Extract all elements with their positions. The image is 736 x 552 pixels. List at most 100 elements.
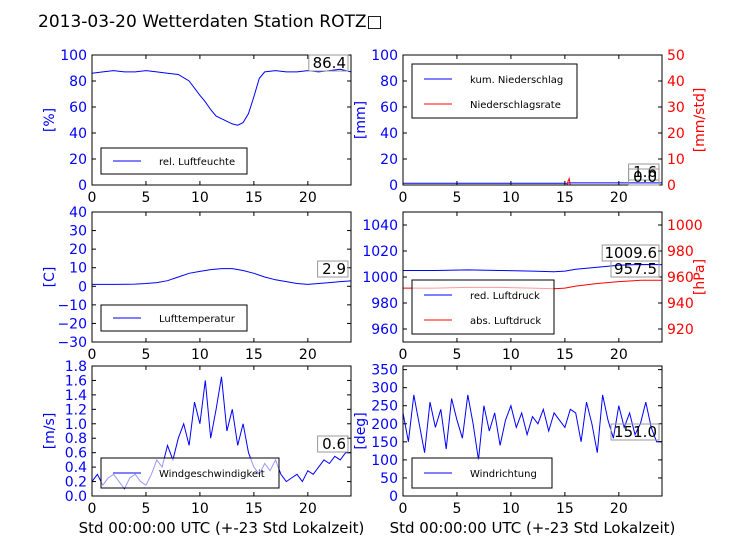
x-tick-label-3-1: 5: [452, 347, 461, 363]
plot-frame-5: [402, 365, 663, 497]
plot-frame-2: [91, 211, 352, 343]
series-line-5-0: [402, 394, 663, 460]
y-tick-label-2-2: −10: [57, 298, 87, 314]
x-tick-label-4-2: 10: [191, 501, 209, 517]
y-tick-label-5-3: 150: [371, 435, 398, 451]
y-tick-label-2-4: 10: [69, 261, 87, 277]
plot-frame-0: [91, 54, 352, 186]
legend-label-2-0: Lufttemperatur: [159, 314, 236, 325]
value-annotation-5-0: 151.0: [614, 423, 657, 441]
y-tick-label-0-2: 40: [69, 126, 87, 142]
y2-tick-label-1-5: 50: [667, 48, 685, 64]
y-tick-label-1-3: 60: [380, 100, 398, 116]
y-tick-label-4-2: 0.4: [65, 460, 87, 476]
y2-axis-label-3: [hPa]: [692, 259, 708, 295]
legend-box-1: [411, 63, 578, 119]
y-tick-label-5-7: 350: [371, 363, 398, 379]
x-tick-label-2-3: 15: [245, 347, 263, 363]
legend-label-1-1: Niederschlagsrate: [470, 100, 561, 111]
y2-tick-label-1-1: 10: [667, 152, 685, 168]
y-axis-label-0: [%]: [42, 108, 58, 132]
x-tick-label-0-4: 20: [299, 190, 317, 206]
y-tick-label-4-4: 0.8: [65, 431, 87, 447]
value-annotation-3-1: 957.5: [614, 260, 657, 278]
y-tick-label-0-3: 60: [69, 100, 87, 116]
y-tick-label-3-1: 980: [371, 296, 398, 312]
y-tick-label-5-2: 100: [371, 453, 398, 469]
y-tick-label-2-3: 0: [78, 279, 87, 295]
value-annotation-1-0: 1.6: [633, 163, 657, 181]
value-annotation-box-0-0: [308, 54, 349, 72]
y2-tick-label-3-3: 980: [667, 244, 694, 260]
x-tick-label-0-2: 10: [191, 190, 209, 206]
x-tick-label-4-4: 20: [299, 501, 317, 517]
x-axis-label-5: Std 00:00:00 UTC (+-23 Std Lokalzeit): [390, 519, 676, 537]
y-axis-label-4: [m/s]: [42, 413, 58, 450]
legend-box-3: [411, 279, 555, 335]
legend-label-1-0: kum. Niederschlag: [470, 75, 563, 86]
y2-tick-label-1-0: 0: [667, 178, 676, 194]
y-tick-label-4-9: 1.8: [65, 359, 87, 375]
y2-tick-label-1-4: 40: [667, 74, 685, 90]
y2-axis-label-1: [mm/std]: [692, 88, 708, 153]
x-axis-label-4: Std 00:00:00 UTC (+-23 Std Lokalzeit): [79, 519, 365, 537]
y-tick-label-2-0: −30: [57, 335, 87, 351]
series-line-2-0: [92, 268, 352, 285]
y-tick-label-5-1: 50: [380, 471, 398, 487]
value-annotation-1-1: 0.0: [633, 168, 657, 186]
value-annotation-box-1-1: [628, 168, 660, 186]
y-tick-label-1-0: 0: [389, 178, 398, 194]
y-tick-label-5-4: 200: [371, 417, 398, 433]
y2-tick-label-1-3: 30: [667, 100, 685, 116]
x-tick-label-0-1: 5: [141, 190, 150, 206]
plot-frame-1: [402, 54, 663, 186]
value-annotation-2-0: 2.9: [322, 260, 346, 278]
x-tick-label-4-1: 5: [141, 501, 150, 517]
y-tick-label-4-8: 1.6: [65, 373, 87, 389]
x-tick-label-0-3: 15: [245, 190, 263, 206]
x-tick-label-1-4: 20: [610, 190, 628, 206]
y-tick-label-4-7: 1.4: [65, 388, 87, 404]
y-tick-label-3-0: 960: [371, 322, 398, 338]
x-tick-label-2-1: 5: [141, 347, 150, 363]
y-tick-label-5-5: 250: [371, 399, 398, 415]
plot-frame-4: [91, 365, 352, 497]
legend-label-4-0: Windgeschwindigkeit: [159, 469, 265, 480]
y-tick-label-0-5: 100: [60, 48, 87, 64]
x-tick-label-1-0: 0: [399, 190, 408, 206]
y2-tick-label-3-1: 940: [667, 296, 694, 312]
x-tick-label-1-2: 10: [502, 190, 520, 206]
y-tick-label-1-1: 20: [380, 152, 398, 168]
y-tick-label-2-7: 40: [69, 205, 87, 221]
x-tick-label-4-3: 15: [245, 501, 263, 517]
figure-title: 2013-03-20 Wetterdaten Station ROTZ□: [38, 12, 383, 32]
y-tick-label-1-5: 100: [371, 48, 398, 64]
value-annotation-0-0: 86.4: [313, 54, 346, 72]
series-line-3-0: [403, 263, 663, 273]
x-tick-label-3-2: 10: [502, 347, 520, 363]
y-tick-label-2-1: −20: [57, 316, 87, 332]
legend-label-0-0: rel. Luftfeuchte: [159, 157, 235, 168]
y-tick-label-4-0: 0.0: [65, 489, 87, 505]
x-tick-label-3-3: 15: [556, 347, 574, 363]
y-tick-label-3-3: 1020: [362, 244, 398, 260]
x-tick-label-0-0: 0: [88, 190, 97, 206]
y-tick-label-4-5: 1.0: [65, 417, 87, 433]
y2-tick-label-3-4: 1000: [667, 218, 703, 234]
series-line-0-0: [91, 68, 352, 126]
y-tick-label-4-1: 0.2: [65, 475, 87, 491]
legend-label-3-1: abs. Luftdruck: [470, 316, 541, 327]
x-tick-label-3-0: 0: [399, 347, 408, 363]
y-tick-label-0-0: 0: [78, 178, 87, 194]
y-tick-label-5-6: 300: [371, 381, 398, 397]
y-tick-label-5-0: 0: [389, 489, 398, 505]
y-tick-label-3-4: 1040: [362, 218, 398, 234]
y2-tick-label-3-2: 960: [667, 270, 694, 286]
y2-tick-label-3-0: 920: [667, 322, 694, 338]
y-tick-label-4-6: 1.2: [65, 402, 87, 418]
x-tick-label-4-0: 0: [88, 501, 97, 517]
x-tick-label-1-1: 5: [452, 190, 461, 206]
legend-label-5-0: Windrichtung: [470, 469, 537, 480]
x-tick-label-5-2: 10: [502, 501, 520, 517]
